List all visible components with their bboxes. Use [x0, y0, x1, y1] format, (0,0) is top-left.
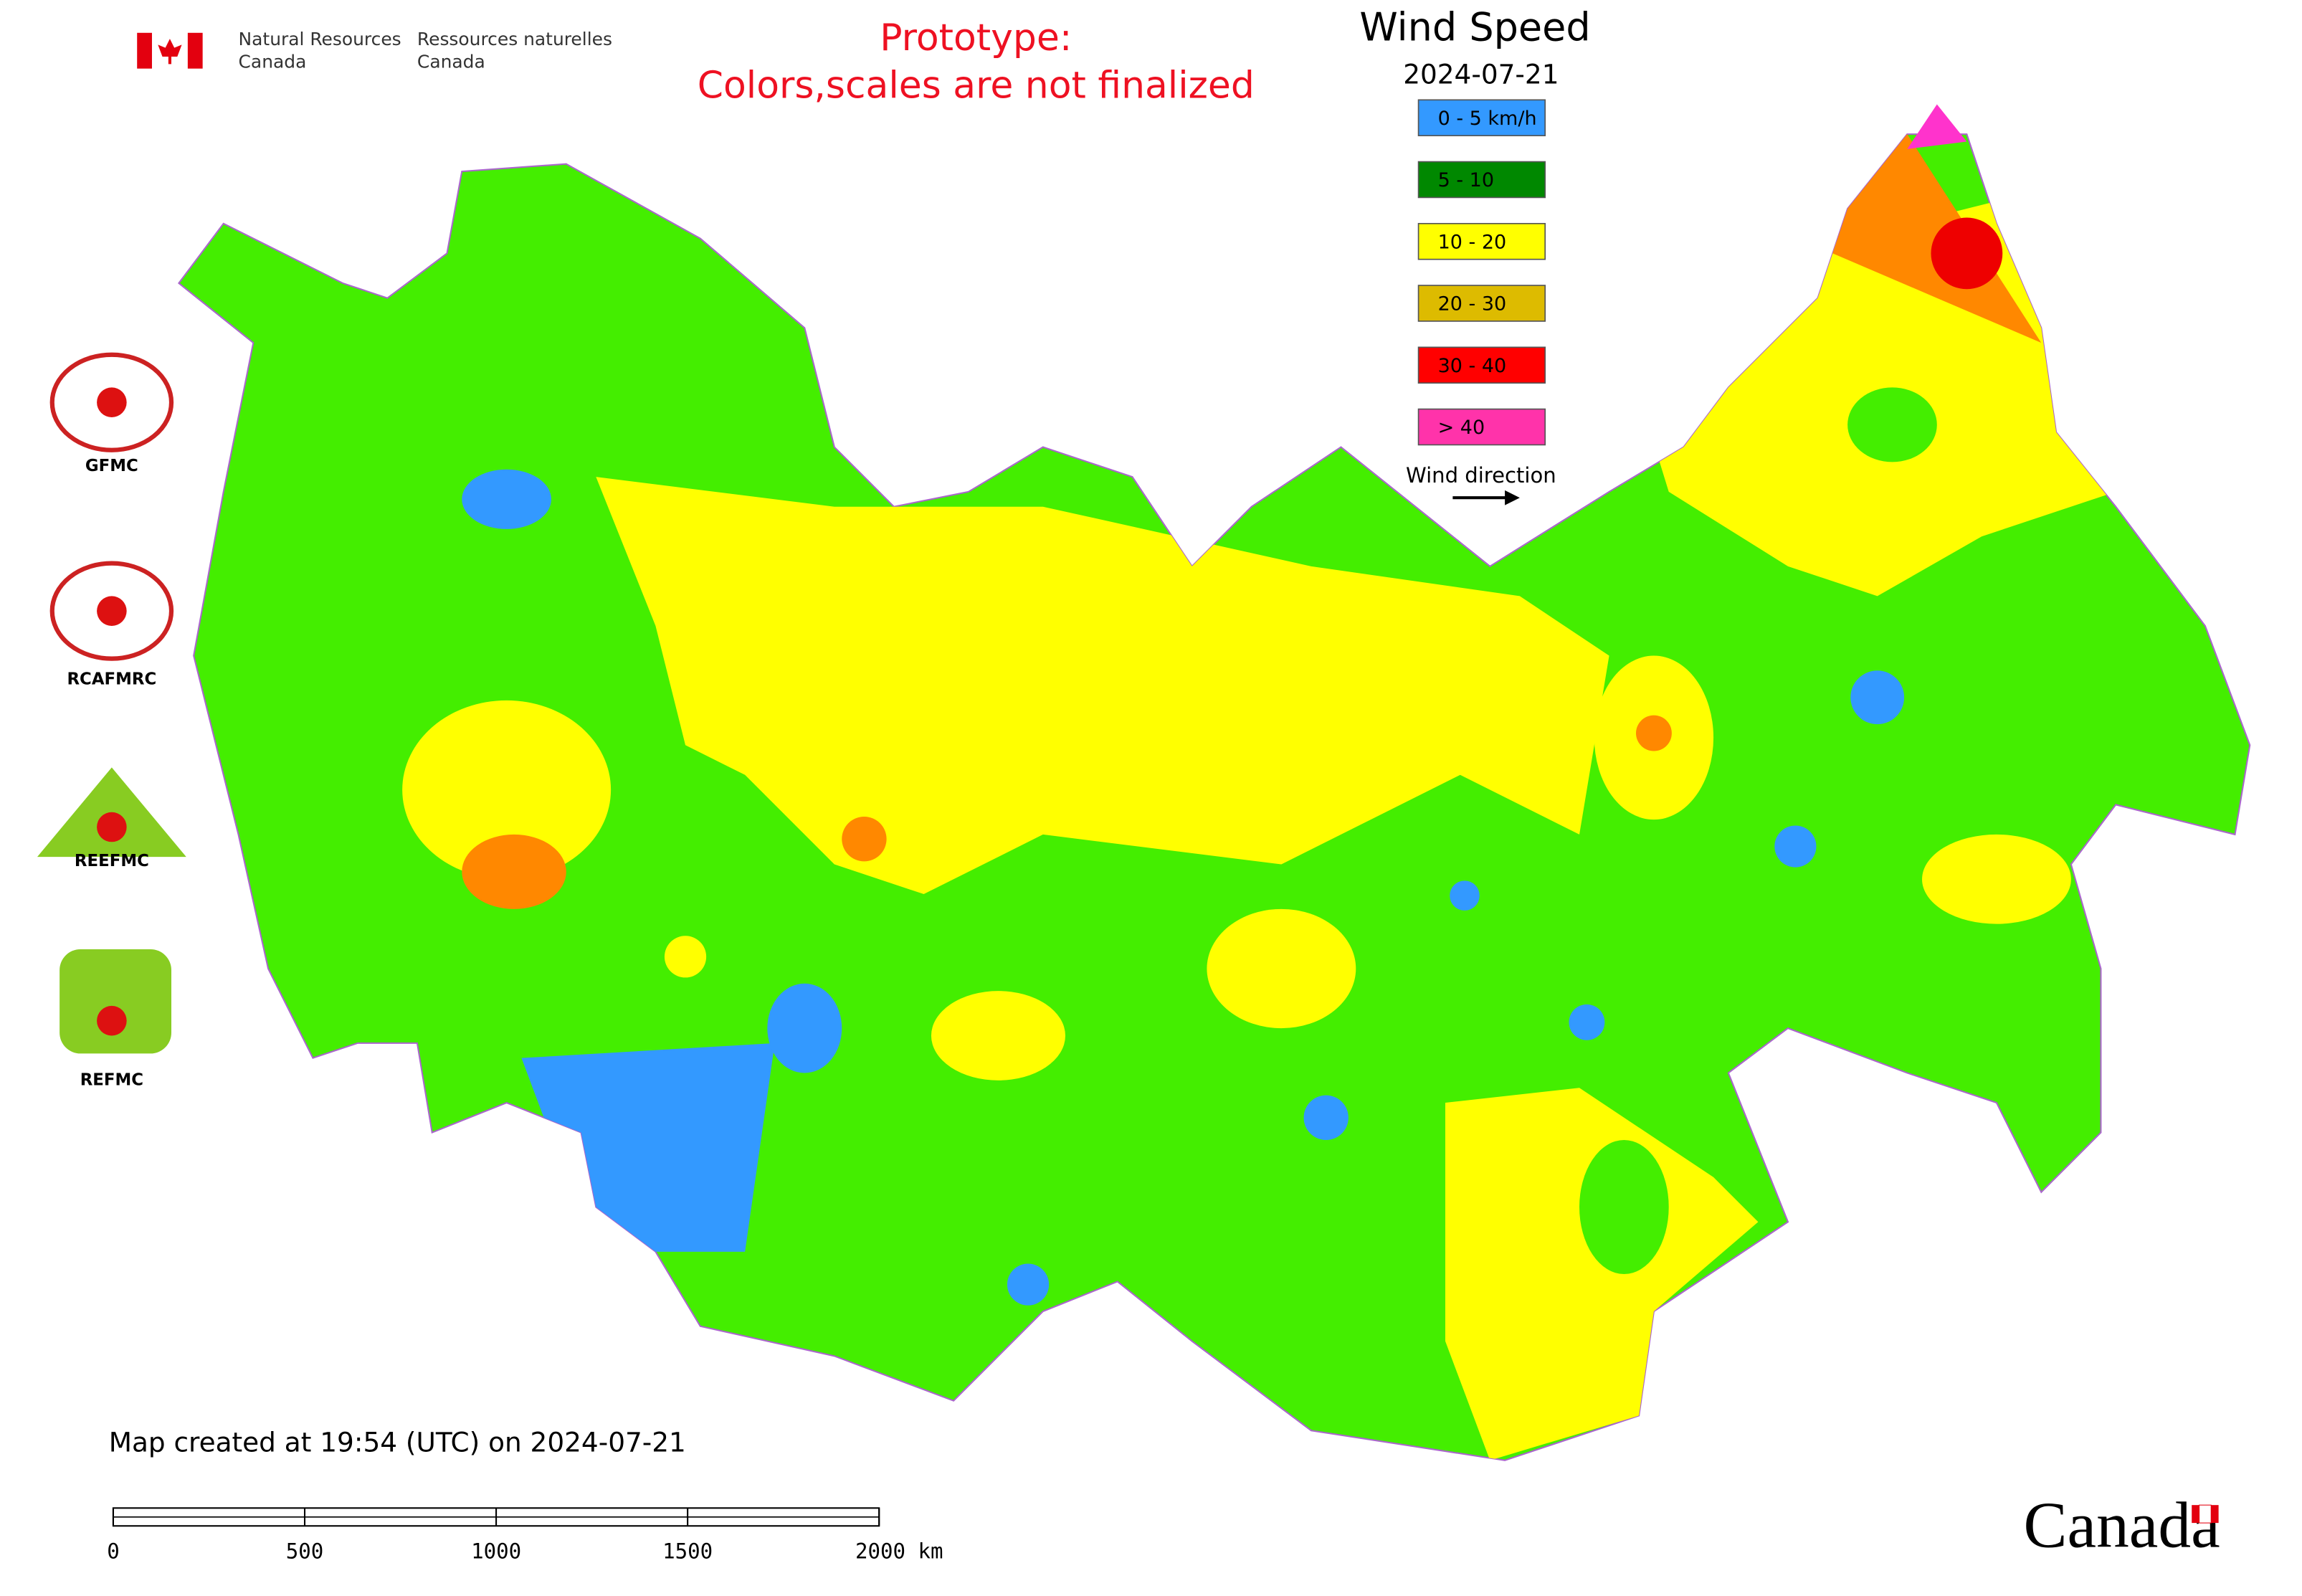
- logo-flame: [97, 1005, 127, 1036]
- logo-label: REEFMC: [75, 852, 149, 870]
- scale-label: 0: [107, 1539, 120, 1564]
- scale-label: 1000: [471, 1539, 521, 1564]
- logo-label: GFMC: [85, 457, 138, 475]
- wordmark-flag: [2192, 1504, 2219, 1524]
- flag: [137, 32, 203, 69]
- legend-title: Wind Speed: [1359, 4, 1590, 49]
- dept-en: Natural Resources: [239, 29, 401, 49]
- legend-swatch: [1417, 408, 1546, 446]
- legend-label: 5 - 10: [1438, 169, 1494, 191]
- logo-flame: [97, 812, 127, 842]
- logos: GFMC RCAFMRC REEFMC REFMC: [37, 352, 186, 1089]
- legend-label: 30 - 40: [1438, 355, 1507, 377]
- legend-label: 0 - 5 km/h: [1438, 108, 1537, 130]
- logo-mark: [60, 949, 172, 1054]
- legend: Wind Speed 2024-07-21 Wind direction 0 -…: [1359, 4, 1591, 505]
- wind-direction-label: Wind direction: [1406, 463, 1556, 488]
- notice: Prototype:: [880, 16, 1072, 60]
- legend-date: 2024-07-21: [1403, 59, 1559, 90]
- dept-fr: Ressources naturelles: [417, 29, 612, 49]
- scale-label: 500: [286, 1539, 324, 1564]
- legend-swatch: [1417, 285, 1546, 322]
- legend-label: 10 - 20: [1438, 231, 1507, 253]
- scale-label: 1500: [662, 1539, 713, 1564]
- dept-fr: Canada: [417, 51, 485, 72]
- legend-label: 20 - 30: [1438, 293, 1507, 315]
- legend-swatch: [1417, 99, 1546, 137]
- logo-label: REFMC: [80, 1070, 143, 1089]
- scale-label: 2000 km: [855, 1539, 943, 1564]
- legend-swatch: [1417, 346, 1546, 384]
- dept-en: Canada: [239, 51, 307, 72]
- legend-swatch: [1417, 222, 1546, 260]
- legend-swatch: [1417, 161, 1546, 199]
- wordmark: Canada: [2024, 1489, 2220, 1562]
- scale-bar: 0 500 1000 1500 2000 km: [107, 1507, 943, 1564]
- map: [178, 104, 2251, 1461]
- wind-arrow: [1452, 490, 1520, 505]
- logo-label: RCAFMRC: [67, 670, 156, 688]
- logo-flame: [97, 596, 127, 626]
- created-note: Map created at 19:54 (UTC) on 2024-07-21: [109, 1426, 686, 1458]
- notice: Colors,scales are not finalized: [698, 65, 1255, 108]
- legend-label: > 40: [1438, 417, 1485, 439]
- logo-flame: [97, 387, 127, 417]
